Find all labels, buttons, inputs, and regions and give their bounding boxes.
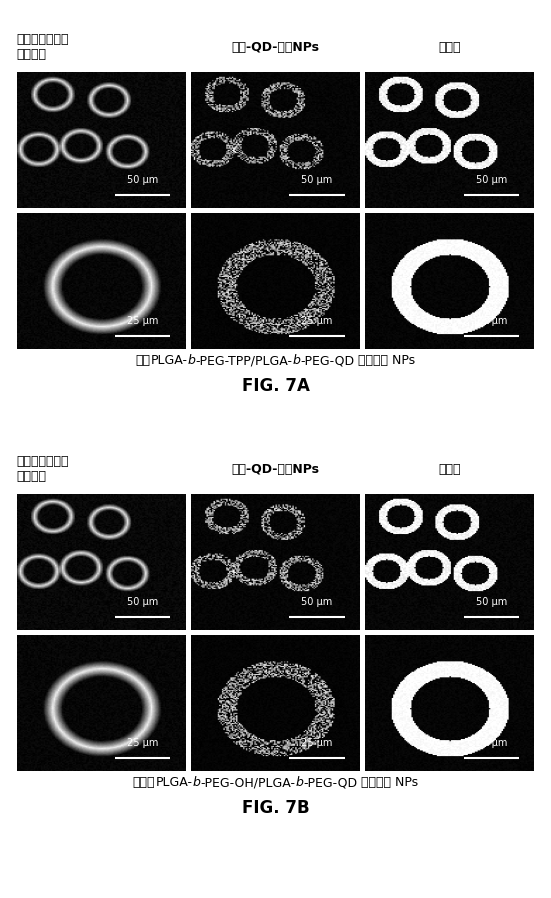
Text: 50 μm: 50 μm [476, 597, 507, 607]
Text: マージ: マージ [439, 40, 461, 54]
Text: 標的: 標的 [136, 354, 150, 367]
Text: 25 μm: 25 μm [127, 738, 158, 748]
Text: 25 μm: 25 μm [301, 738, 333, 748]
Text: 標的-QD-標識NPs: 標的-QD-標識NPs [231, 40, 320, 54]
Text: ミトトラッカー
グリーン: ミトトラッカー グリーン [17, 455, 69, 483]
Text: b: b [187, 354, 196, 367]
Text: 50 μm: 50 μm [127, 597, 158, 607]
Text: PLGA-: PLGA- [155, 776, 192, 789]
Text: 25 μm: 25 μm [476, 738, 507, 748]
Text: 25 μm: 25 μm [301, 316, 333, 326]
Text: ブレンド NPs: ブレンド NPs [354, 354, 415, 367]
Text: -PEG-QD: -PEG-QD [303, 776, 357, 789]
Text: b: b [192, 776, 200, 789]
Text: b: b [293, 354, 300, 367]
Text: -PEG-OH/PLGA-: -PEG-OH/PLGA- [200, 776, 295, 789]
Text: PLGA-: PLGA- [150, 354, 187, 367]
Text: マージ: マージ [439, 462, 461, 476]
Text: ミトトラッカー
グリーン: ミトトラッカー グリーン [17, 33, 69, 61]
Text: FIG. 7B: FIG. 7B [242, 798, 309, 817]
Text: -PEG-TPP/PLGA-: -PEG-TPP/PLGA- [196, 354, 293, 367]
Text: 標的-QD-標識NPs: 標的-QD-標識NPs [231, 462, 320, 476]
Text: 50 μm: 50 μm [127, 175, 158, 185]
Text: 50 μm: 50 μm [301, 175, 332, 185]
Text: 25 μm: 25 μm [127, 316, 158, 326]
Text: b: b [295, 776, 303, 789]
Text: 50 μm: 50 μm [476, 175, 507, 185]
Text: 50 μm: 50 μm [301, 597, 332, 607]
Text: FIG. 7A: FIG. 7A [241, 376, 310, 395]
Text: 25 μm: 25 μm [476, 316, 507, 326]
Text: ブレンド NPs: ブレンド NPs [357, 776, 418, 789]
Text: 非標的: 非標的 [133, 776, 155, 789]
Text: -PEG-QD: -PEG-QD [300, 354, 354, 367]
